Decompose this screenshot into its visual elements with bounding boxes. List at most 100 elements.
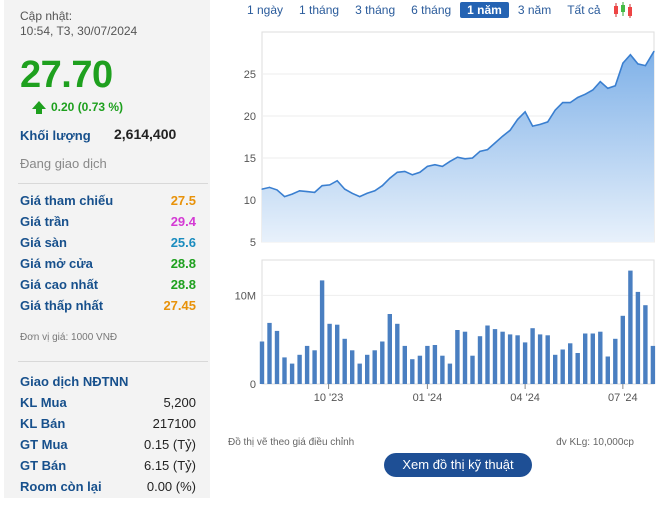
price-row: Giá trần 29.4	[20, 214, 196, 232]
price-row: Giá tham chiếu 27.5	[20, 193, 196, 211]
tab-period[interactable]: 3 tháng	[355, 3, 396, 17]
volume-bar	[267, 322, 272, 384]
volume-bar	[590, 333, 595, 384]
price-point	[366, 192, 368, 194]
volume-bar	[425, 345, 430, 384]
volume-bar	[575, 353, 580, 384]
price-point	[344, 188, 346, 190]
volume-bar	[568, 343, 573, 384]
volume-bar	[537, 334, 543, 384]
price-row-value: 25.6	[170, 235, 196, 250]
volume-tick-label: 0	[250, 379, 256, 391]
price-point	[321, 185, 323, 187]
price-point	[314, 191, 316, 194]
price-point	[456, 156, 459, 158]
current-price: 27.70	[20, 54, 113, 96]
foreign-row-value: 0.15 (Tỷ)	[143, 437, 196, 452]
price-point	[607, 87, 609, 89]
volume-bar	[327, 323, 332, 384]
price-tick-label: 10	[244, 195, 256, 207]
volume-bar	[410, 359, 415, 384]
volume-bar	[598, 331, 603, 384]
price-tick-label: 5	[250, 237, 256, 249]
price-row-value: 27.45	[163, 298, 196, 313]
volume-bar	[515, 335, 520, 384]
volume-bar	[507, 334, 513, 384]
volume-bar	[583, 333, 588, 384]
price-change: 0.20 (0.73 %)	[32, 100, 123, 114]
volume-bar	[372, 350, 377, 384]
price-tick-label: 20	[244, 111, 256, 123]
price-point	[351, 192, 353, 194]
price-point	[637, 63, 639, 65]
price-point	[486, 149, 489, 151]
volume-bar	[530, 328, 535, 384]
price-point	[449, 160, 451, 162]
volume-bar	[387, 314, 392, 384]
price-tick-label: 25	[244, 69, 256, 81]
volume-bar	[395, 323, 400, 384]
volume-bar	[522, 342, 528, 384]
volume-tick-label: 10M	[235, 290, 256, 302]
price-point	[411, 174, 413, 176]
volume-bar	[650, 345, 656, 384]
foreign-row-label: KL Bán	[20, 416, 66, 431]
price-row: Giá sàn 25.6	[20, 235, 196, 253]
price-point	[306, 191, 308, 193]
divider	[18, 183, 208, 184]
price-volume-chart: 5 10 15 20 25 0 10M 10 '23 01 '24 04 '24 07 '24	[235, 31, 656, 404]
tab-period[interactable]: 3 năm	[517, 3, 552, 17]
price-row-label: Giá sàn	[20, 235, 67, 250]
updated-label: Cập nhật:	[20, 9, 73, 23]
x-tick-label: 07 '24	[608, 392, 638, 404]
price-row-label: Giá tham chiếu	[20, 193, 114, 208]
tab-period[interactable]: 1 năm	[460, 2, 509, 18]
price-tick-label: 15	[244, 153, 256, 165]
price-point	[276, 189, 278, 191]
price-point	[374, 190, 376, 192]
foreign-row-label: GT Bán	[20, 458, 67, 473]
foreign-row: KL Bán 217100	[20, 416, 196, 434]
price-row: Giá mở cửa 28.8	[20, 256, 196, 274]
price-point	[464, 158, 466, 160]
trading-status: Đang giao dịch	[20, 156, 107, 171]
price-row-value: 28.8	[170, 277, 196, 292]
foreign-row: GT Mua 0.15 (Tỷ)	[20, 437, 196, 455]
volume-bar	[628, 270, 633, 384]
price-point	[547, 121, 549, 123]
price-point	[268, 186, 271, 188]
volume-bar	[304, 345, 310, 384]
volume-bar	[357, 363, 362, 384]
tab-period[interactable]: Tất cả	[567, 3, 601, 17]
price-point	[291, 193, 293, 195]
price-point	[471, 157, 474, 159]
price-row-value: 27.5	[170, 193, 196, 208]
price-point	[517, 118, 519, 120]
price-change-value: 0.20 (0.73 %)	[51, 100, 124, 114]
price-point	[434, 164, 436, 166]
price-point	[479, 150, 481, 152]
candlestick-icon[interactable]	[612, 2, 634, 18]
foreign-row-value: 5,200	[163, 395, 196, 410]
volume-bar	[477, 336, 483, 384]
tab-period[interactable]: 1 tháng	[299, 3, 340, 17]
volume-label: Khối lượng	[20, 128, 91, 143]
price-point	[419, 171, 421, 173]
volume-bar	[485, 325, 490, 384]
volume-bar	[342, 338, 347, 384]
technical-chart-button[interactable]: Xem đồ thị kỹ thuật	[384, 453, 532, 477]
price-point	[336, 180, 338, 182]
price-point	[501, 135, 504, 137]
tab-period[interactable]: 6 tháng	[411, 3, 452, 17]
price-point	[329, 184, 331, 186]
foreign-row-label: GT Mua	[20, 437, 68, 452]
volume-bar	[312, 350, 317, 384]
price-point	[396, 171, 398, 173]
x-tick-label: 04 '24	[510, 392, 540, 404]
tab-period[interactable]: 1 ngày	[247, 3, 284, 17]
volume-bar	[553, 354, 558, 384]
volume-bar	[289, 363, 295, 384]
price-row-label: Giá trần	[20, 214, 70, 229]
x-tick-label: 10 '23	[314, 392, 344, 404]
volume-bar	[635, 291, 641, 384]
